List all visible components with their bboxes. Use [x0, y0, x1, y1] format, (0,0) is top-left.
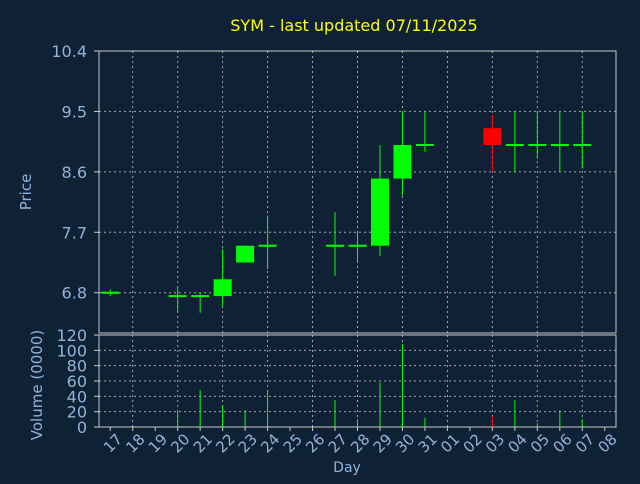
- candle: [393, 111, 412, 196]
- candle-body: [393, 145, 412, 179]
- price-tick-label: 9.5: [62, 102, 87, 121]
- price-grid: [99, 51, 616, 333]
- candle: [213, 249, 232, 307]
- volume-tick-label: 0: [77, 418, 87, 437]
- candle: [236, 245, 255, 263]
- price-tick-label: 10.4: [51, 42, 87, 61]
- volume-tick-label: 20: [67, 403, 87, 422]
- x-ticks: 1718192021222324252627282930310102030405…: [100, 427, 621, 456]
- candle: [191, 292, 210, 313]
- price-ticks: 10.4 9.5 8.6 7.7 6.8: [51, 42, 99, 303]
- volume-tick-label: 60: [67, 372, 87, 391]
- price-tick-label: 8.6: [62, 163, 87, 182]
- candle: [528, 111, 547, 159]
- volume-tick-label: 120: [56, 326, 87, 345]
- candle: [573, 111, 592, 169]
- candle-body: [483, 128, 502, 145]
- chart-title: SYM - last updated 07/11/2025: [230, 16, 477, 35]
- candles: [101, 111, 592, 313]
- volume-tick-label: 100: [56, 341, 87, 360]
- candle: [348, 232, 367, 263]
- candle: [550, 111, 569, 172]
- volume-grid: [99, 335, 616, 427]
- candle-body: [236, 245, 255, 263]
- volume-tick-label: 80: [67, 357, 87, 376]
- candle: [483, 114, 502, 172]
- x-tick-label: 08: [594, 430, 620, 456]
- candle: [326, 212, 345, 276]
- candle: [370, 145, 389, 256]
- volume-axis-label: Volume (0000): [28, 330, 46, 440]
- candle: [415, 111, 434, 152]
- price-tick-label: 6.8: [62, 284, 87, 303]
- candle: [505, 111, 524, 172]
- candle: [101, 289, 120, 297]
- volume-bars: [177, 344, 583, 427]
- candle-body: [213, 279, 232, 297]
- candle-body: [370, 178, 389, 246]
- x-axis-label: Day: [333, 460, 361, 476]
- price-axis-label: Price: [17, 174, 35, 211]
- price-panel: 10.4 9.5 8.6 7.7 6.8 Price: [17, 42, 617, 334]
- candle: [258, 215, 277, 270]
- candle: [168, 288, 187, 312]
- volume-tick-label: 40: [67, 387, 87, 406]
- price-tick-label: 7.7: [62, 223, 87, 242]
